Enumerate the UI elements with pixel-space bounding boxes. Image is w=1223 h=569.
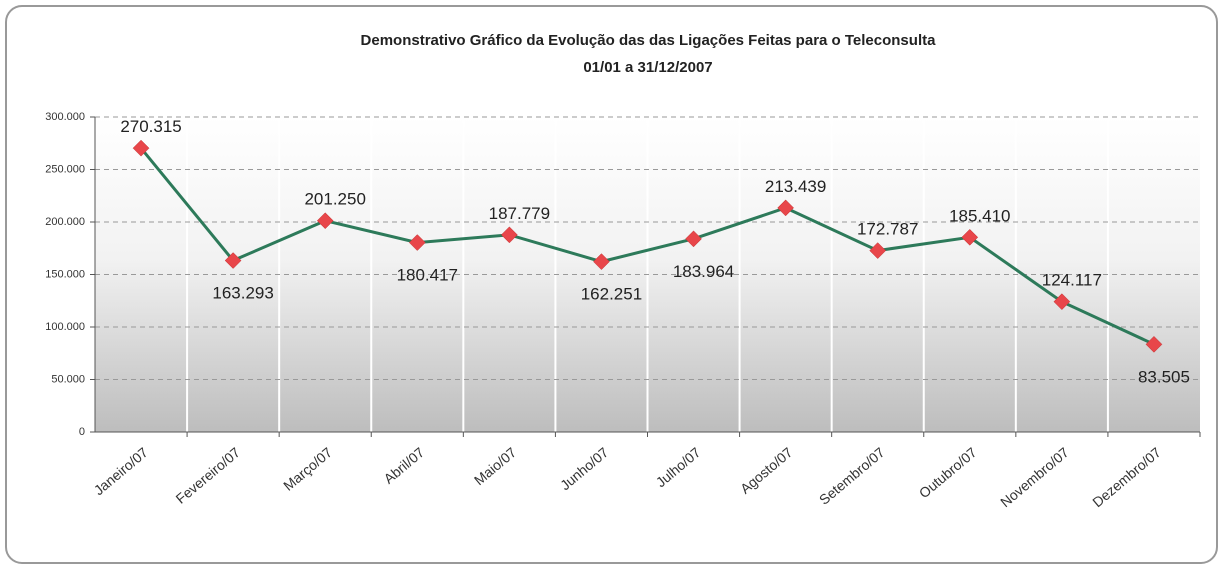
- data-label: 124.117: [1042, 271, 1102, 290]
- data-label: 180.417: [397, 266, 458, 285]
- marker: [777, 199, 794, 217]
- marker: [316, 212, 334, 230]
- y-tick-label: 200.000: [45, 216, 85, 228]
- marker: [1145, 335, 1163, 353]
- marker: [408, 234, 426, 251]
- data-label: 185.410: [949, 206, 1010, 225]
- y-tick-label: 50.000: [51, 373, 85, 385]
- data-label: 162.251: [581, 285, 642, 304]
- marker: [501, 226, 518, 244]
- marker: [224, 252, 242, 269]
- y-tick-label: 150.000: [45, 268, 85, 280]
- marker: [593, 253, 610, 270]
- data-label: 201.250: [304, 190, 365, 209]
- data-label: 163.293: [212, 284, 273, 303]
- y-tick-label: 0: [79, 426, 85, 438]
- data-label: 187.779: [489, 204, 550, 223]
- marker: [961, 228, 979, 246]
- chart-title: Demonstrativo Gráfico da Evolução das da…: [361, 32, 937, 49]
- y-tick-label: 100.000: [45, 321, 85, 333]
- y-tick-label: 300.000: [45, 111, 85, 123]
- data-label: 183.964: [673, 262, 734, 281]
- data-label: 270.315: [120, 117, 181, 136]
- marker: [132, 139, 150, 157]
- marker: [869, 242, 887, 259]
- marker: [1053, 293, 1071, 311]
- marker: [685, 230, 702, 248]
- data-label: 213.439: [765, 177, 826, 196]
- y-tick-label: 250.000: [45, 163, 85, 175]
- data-label: 83.505: [1138, 367, 1190, 386]
- series-line: [139, 147, 1155, 346]
- data-label: 172.787: [857, 220, 918, 239]
- chart-subtitle: 01/01 a 31/12/2007: [583, 59, 712, 76]
